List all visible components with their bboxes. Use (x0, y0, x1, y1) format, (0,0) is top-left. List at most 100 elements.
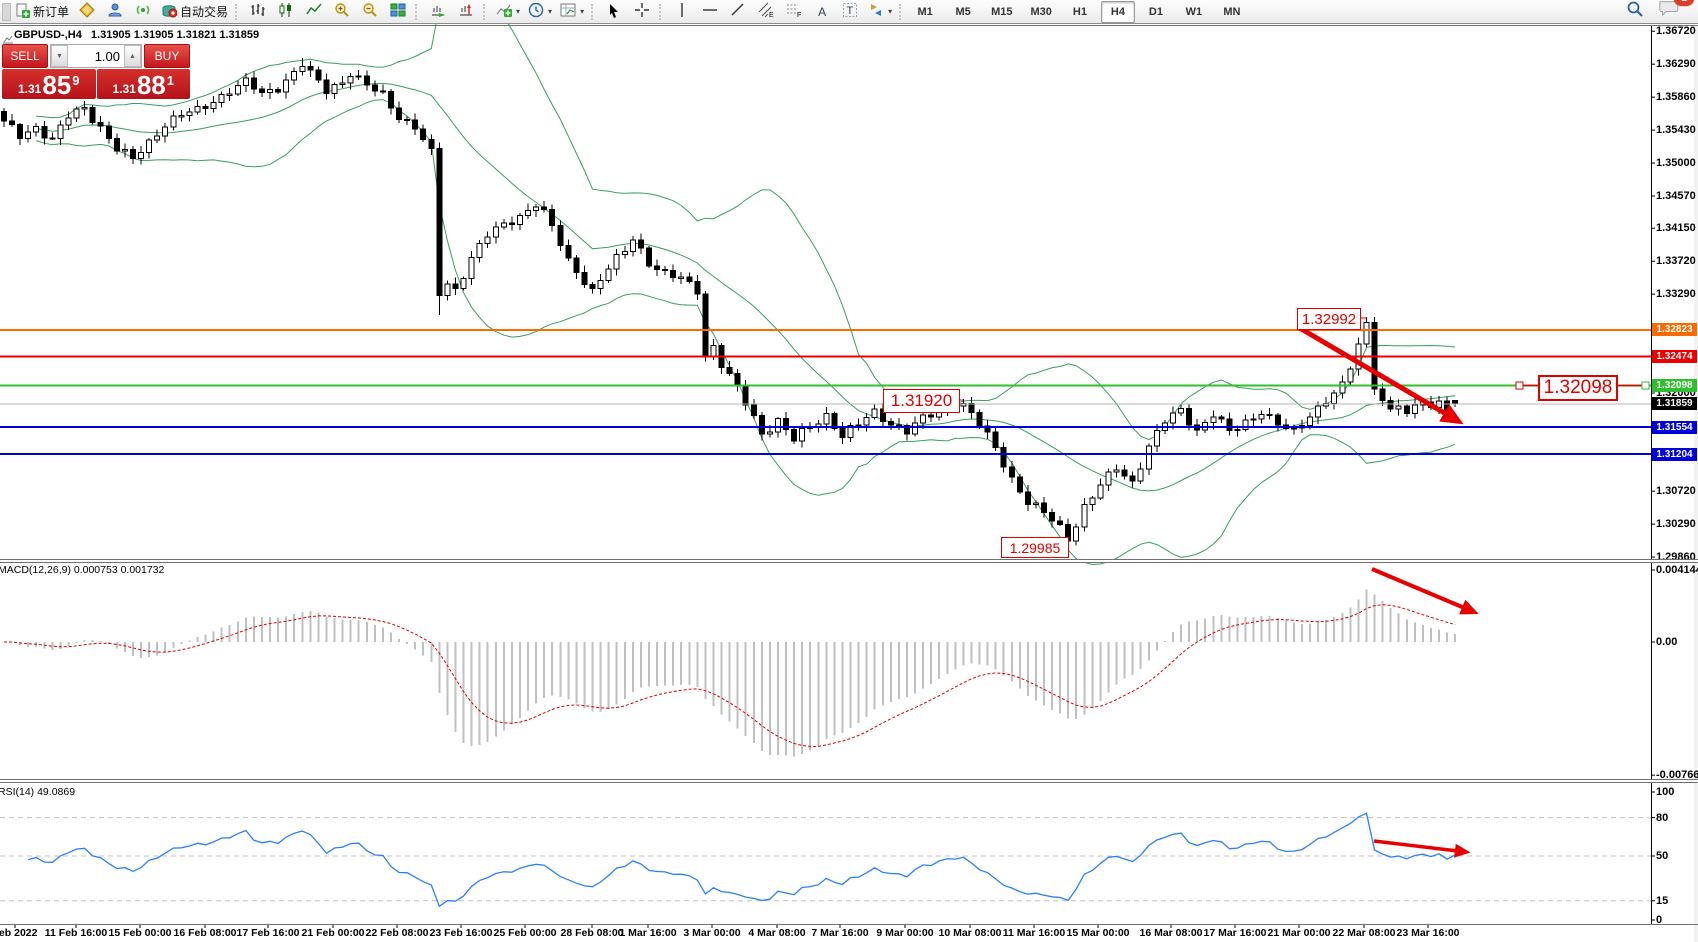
macd-rsi-separator[interactable] (0, 779, 1698, 783)
price-tick-1.36720: 1.36720 (1656, 25, 1696, 38)
sell-price-display[interactable]: 1.31 85 9 (2, 69, 96, 99)
timeframe-w1[interactable]: W1 (1185, 5, 1203, 18)
sell-button[interactable]: SELL (2, 44, 48, 68)
indicators-button[interactable]: ▾ (492, 1, 524, 23)
candle (154, 129, 161, 144)
line-chart-button[interactable] (300, 1, 328, 23)
buy-button[interactable]: BUY (144, 44, 190, 68)
profile-button[interactable] (101, 1, 129, 23)
timeframe-m5[interactable]: M5 (955, 5, 971, 18)
vertical-line-button[interactable] (668, 1, 696, 23)
zoom-in-button[interactable] (328, 1, 356, 23)
time-label: 17 Feb 16:00 (236, 927, 300, 939)
zoom-out-button[interactable] (356, 1, 384, 23)
auto-trading-button[interactable]: 自动交易 (157, 1, 232, 23)
candle (267, 82, 274, 99)
selected-price-label[interactable]: 1.32098 (1538, 375, 1618, 401)
candle (879, 402, 886, 428)
candle (436, 142, 443, 315)
equidistant-channel-button[interactable]: E (752, 1, 780, 23)
trend-arrow-macd[interactable] (1371, 567, 1479, 615)
horizontal-line-button[interactable] (696, 1, 724, 23)
candle (291, 67, 298, 85)
periods-button[interactable]: ▾ (524, 1, 556, 23)
price-annotation-1.31920[interactable]: 1.31920 (883, 389, 960, 413)
rsi-tick-50: 50 (1656, 850, 1669, 862)
candle (678, 272, 685, 284)
cursor-button[interactable] (600, 1, 628, 23)
volume-input[interactable] (68, 45, 124, 67)
candle (1073, 523, 1080, 546)
candle (541, 200, 548, 213)
candle (1339, 375, 1346, 399)
templates-button[interactable]: ▾ (556, 1, 588, 23)
text-button[interactable]: A (808, 1, 836, 23)
text-a-icon: A (818, 4, 827, 19)
price-annotation-1.29985[interactable]: 1.29985 (1001, 537, 1069, 558)
profile-icon (107, 2, 123, 21)
candle (871, 404, 878, 420)
tile-windows-button[interactable] (384, 1, 412, 23)
price-tick-1.36290: 1.36290 (1656, 58, 1696, 71)
price-tick-1.33720: 1.33720 (1656, 255, 1696, 268)
main-macd-separator[interactable] (0, 559, 1698, 563)
timeframe-h1[interactable]: H1 (1072, 5, 1087, 18)
candle (162, 122, 169, 143)
signals-button[interactable] (129, 1, 157, 23)
candle (283, 73, 290, 99)
candle (1040, 496, 1047, 518)
candle (1049, 508, 1056, 528)
new-order-button[interactable]: 新订单 (11, 1, 73, 23)
price-annotation-1.32992[interactable]: 1.32992 (1297, 308, 1361, 330)
timeframe-mn[interactable]: MN (1223, 5, 1241, 18)
timeframe-d1[interactable]: D1 (1148, 5, 1163, 18)
candlestick-chart-button[interactable] (272, 1, 300, 23)
candle (637, 233, 644, 255)
candle (1242, 414, 1249, 432)
indicator-panels (0, 30, 1655, 928)
time-label: 21 Feb 00:00 (301, 927, 365, 939)
timeframe-m1[interactable]: M1 (917, 5, 933, 18)
arrows-button[interactable]: ▾ (864, 1, 896, 23)
price-badge-1.32823: 1.32823 (1652, 323, 1697, 337)
one-click-trading-panel: SELL ▼ ▲ BUY 1.31 85 9 1.31 88 1 (2, 44, 190, 99)
candle (750, 398, 757, 419)
timeframe-m15[interactable]: M15 (991, 5, 1013, 18)
volume-increase-button[interactable]: ▲ (124, 45, 141, 67)
notifications-button[interactable]: 1 (1658, 0, 1694, 24)
chart-shift-button[interactable] (452, 1, 480, 23)
time-label: 7 Mar 16:00 (811, 927, 869, 939)
main-toolbar: 新订单 自动交易 ▾ ▾ ▾ E F A T ▾ M (0, 0, 1698, 24)
svg-text:T: T (847, 5, 854, 17)
timeframe-h4[interactable]: H4 (1100, 0, 1135, 23)
price-badge-1.31204: 1.31204 (1652, 447, 1697, 461)
candle (1331, 390, 1338, 410)
candle (613, 248, 620, 276)
buy-price-display[interactable]: 1.31 88 1 (96, 69, 190, 99)
search-icon[interactable] (1626, 0, 1644, 23)
trendline-button[interactable] (724, 1, 752, 23)
arrows-caret-icon: ▾ (888, 7, 893, 16)
candle (976, 409, 983, 429)
crosshair-button[interactable] (628, 1, 656, 23)
bollinger-bands (36, 0, 1456, 566)
fibonacci-button[interactable]: F (780, 1, 808, 23)
window-edge (1694, 25, 1698, 942)
rsi-tick-15: 15 (1656, 894, 1669, 907)
timeframe-m30[interactable]: M30 (1030, 5, 1052, 18)
price-tick-1.34150: 1.34150 (1656, 222, 1696, 235)
selection-handle (1515, 381, 1524, 390)
bar-chart-button[interactable] (244, 1, 272, 23)
candle (597, 273, 604, 295)
text-label-button[interactable]: T (836, 1, 864, 23)
volume-decrease-button[interactable]: ▼ (51, 45, 68, 67)
trend-arrow-main[interactable] (1296, 324, 1464, 425)
market-watch-button[interactable] (73, 1, 101, 23)
candle (654, 259, 661, 276)
time-label: 16 Feb 08:00 (173, 927, 237, 939)
auto-scroll-button[interactable] (424, 1, 452, 23)
trend-arrow-rsi[interactable] (1373, 839, 1471, 858)
price-tick-1.30720: 1.30720 (1656, 485, 1696, 498)
fibonacci-icon: F (786, 2, 803, 21)
